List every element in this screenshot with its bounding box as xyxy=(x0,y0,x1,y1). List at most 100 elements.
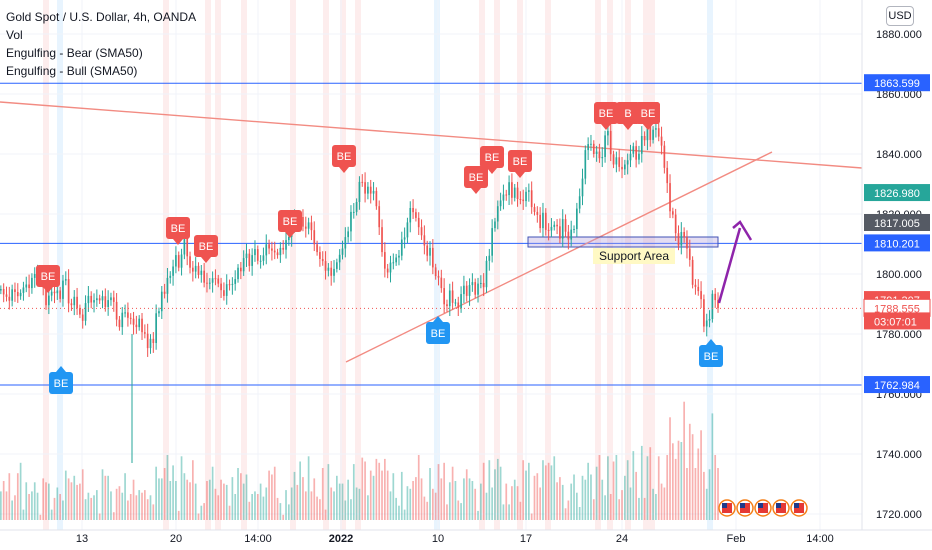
candle-body xyxy=(336,262,338,269)
volume-bar xyxy=(166,455,169,520)
candle-body xyxy=(217,278,220,284)
volume-bar xyxy=(660,483,663,520)
volume-bar xyxy=(62,500,64,520)
candle-body xyxy=(550,226,553,231)
candle-body xyxy=(494,221,496,229)
volume-bar xyxy=(443,462,445,520)
candle-body xyxy=(138,318,141,328)
candle-body xyxy=(347,231,349,238)
candle-body xyxy=(338,254,341,263)
candle-body xyxy=(471,282,474,286)
candle-body xyxy=(81,314,84,321)
price-label-text: 1817.005 xyxy=(874,218,920,230)
candle-body xyxy=(31,277,33,289)
time-tick-label: 13 xyxy=(76,533,88,545)
volume-bar xyxy=(533,475,536,520)
signal-band xyxy=(625,0,631,530)
candle-body xyxy=(307,222,310,229)
volume-bar xyxy=(129,494,132,520)
volume-bar xyxy=(81,469,84,520)
candle-body xyxy=(251,255,253,266)
event-flags xyxy=(718,499,808,517)
volume-bar xyxy=(378,462,381,520)
volume-bar xyxy=(268,470,270,520)
volume-bar xyxy=(262,496,265,520)
candle-body xyxy=(629,153,632,161)
candle-body xyxy=(463,285,465,295)
volume-bar xyxy=(491,487,493,520)
volume-bar xyxy=(344,500,347,520)
candle-body xyxy=(522,199,525,202)
candle-body xyxy=(576,208,578,229)
indicator-engulfing-bull[interactable]: Engulfing - Bull (SMA50) xyxy=(6,64,138,78)
volume-bar xyxy=(680,442,683,520)
volume-bar xyxy=(375,458,378,520)
candle-body xyxy=(443,288,445,305)
candle-body xyxy=(680,232,683,246)
candle-body xyxy=(412,208,414,213)
volume-bar xyxy=(225,484,228,520)
volume-bar xyxy=(163,468,166,520)
volume-bar xyxy=(550,465,553,520)
time-tick-label: 10 xyxy=(432,533,444,545)
candle-body xyxy=(547,229,550,231)
candle-body xyxy=(420,227,423,236)
candle-body xyxy=(135,324,138,328)
symbol-title[interactable]: Gold Spot / U.S. Dollar, 4h, OANDA xyxy=(6,10,197,24)
candle-body xyxy=(674,214,677,234)
ascending-trendline xyxy=(345,151,773,363)
volume-bar xyxy=(282,514,285,520)
volume-bar xyxy=(672,443,674,520)
candle-body xyxy=(372,190,375,194)
candle-body xyxy=(392,262,395,264)
bear-signal-marker: BE xyxy=(480,146,504,174)
candle-body xyxy=(5,294,8,297)
candle-body xyxy=(316,244,318,253)
candle-body xyxy=(564,219,567,232)
volume-bar xyxy=(42,478,45,520)
volume-bar xyxy=(547,462,550,520)
candle-body xyxy=(76,296,78,309)
candle-body xyxy=(429,247,431,256)
volume-bar xyxy=(2,481,5,520)
volume-bar xyxy=(290,487,293,520)
volume-bar xyxy=(688,423,691,520)
candle-body xyxy=(618,157,621,167)
volume-bar xyxy=(437,464,440,520)
volume-bar xyxy=(8,473,11,520)
candle-body xyxy=(166,277,169,294)
indicator-vol[interactable]: Vol xyxy=(6,28,23,42)
volume-bar xyxy=(98,513,101,520)
volume-bar xyxy=(16,473,19,520)
candle-body xyxy=(352,211,355,213)
candle-body xyxy=(361,181,364,183)
candle-body xyxy=(19,292,22,297)
volume-bar xyxy=(686,468,688,520)
candle-body xyxy=(256,249,259,261)
candle-body xyxy=(584,150,587,179)
candle-body xyxy=(70,303,73,306)
indicator-engulfing-bear[interactable]: Engulfing - Bear (SMA50) xyxy=(6,46,143,60)
candle-body xyxy=(598,151,601,159)
candle-body xyxy=(344,237,347,249)
volume-bar xyxy=(104,475,107,520)
currency-button[interactable]: USD xyxy=(886,6,914,26)
volume-bar xyxy=(488,460,491,520)
volume-bar xyxy=(496,458,499,520)
candle-body xyxy=(228,284,231,286)
candle-body xyxy=(711,293,714,319)
candle-body xyxy=(208,282,211,284)
volume-bar xyxy=(381,470,383,520)
time-tick-label: 20 xyxy=(170,533,182,545)
candle-body xyxy=(612,154,615,165)
candle-body xyxy=(398,255,400,258)
volume-bar xyxy=(429,468,431,520)
volume-bar xyxy=(717,468,719,520)
candle-body xyxy=(508,182,510,196)
volume-bar xyxy=(570,483,573,520)
volume-bar xyxy=(73,475,76,520)
signal-band xyxy=(607,0,613,530)
volume-bar xyxy=(231,477,234,520)
volume-bar xyxy=(601,479,604,520)
